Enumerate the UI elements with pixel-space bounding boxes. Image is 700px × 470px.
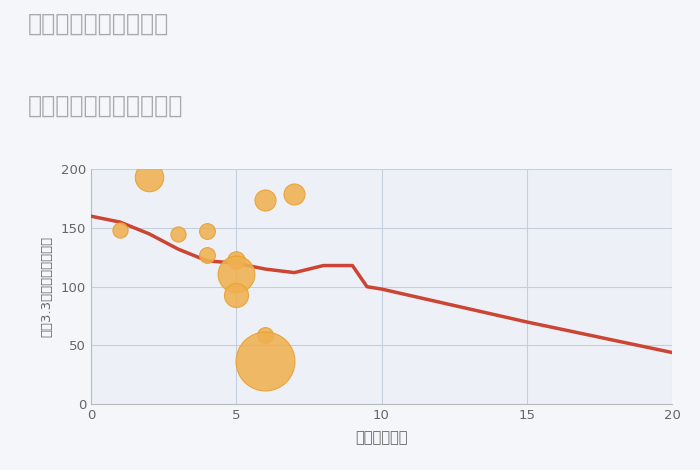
Point bbox=[260, 357, 271, 365]
Point bbox=[172, 230, 183, 237]
Point bbox=[202, 251, 213, 258]
Point bbox=[144, 173, 155, 181]
Text: 駅距離別中古戸建て価格: 駅距離別中古戸建て価格 bbox=[28, 94, 183, 118]
X-axis label: 駅距離（分）: 駅距離（分） bbox=[355, 431, 407, 446]
Point bbox=[202, 227, 213, 235]
Text: 兵庫県西宮市市庭町の: 兵庫県西宮市市庭町の bbox=[28, 12, 169, 36]
Y-axis label: 坪（3.3㎡）単価（万円）: 坪（3.3㎡）単価（万円） bbox=[41, 236, 54, 337]
Point bbox=[231, 291, 242, 299]
Point bbox=[231, 270, 242, 277]
Point bbox=[289, 190, 300, 197]
Point bbox=[260, 196, 271, 204]
Point bbox=[260, 331, 271, 338]
Point bbox=[231, 256, 242, 263]
Point bbox=[114, 227, 126, 234]
